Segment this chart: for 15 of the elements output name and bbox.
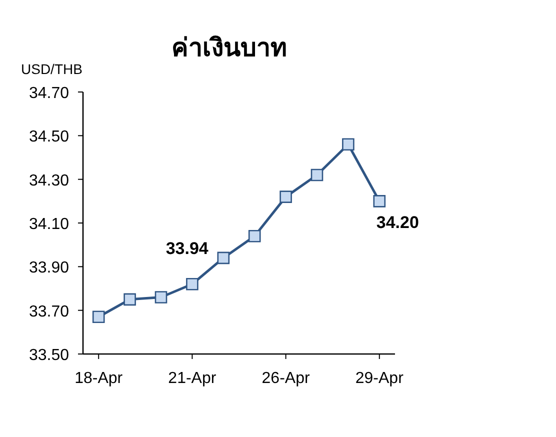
data-label: 34.20 xyxy=(376,213,419,232)
y-tick-label: 33.70 xyxy=(28,303,70,320)
y-tick-label: 34.70 xyxy=(28,85,70,102)
y-tick-label: 34.30 xyxy=(28,172,70,190)
x-tick-label: 29-Apr xyxy=(355,370,404,387)
chart-title: ค่าเงินบาท xyxy=(172,34,286,62)
y-tick-label: 34.50 xyxy=(28,128,70,146)
y-tick-label: 33.50 xyxy=(28,347,70,364)
y-tick-label: 34.10 xyxy=(28,216,70,233)
y-tick-label: 33.90 xyxy=(28,260,70,277)
data-label: 33.94 xyxy=(166,238,209,258)
x-tick-label: 21-Apr xyxy=(168,370,217,387)
y-axis-title: USD/THB xyxy=(21,61,82,77)
x-tick-label: 26-Apr xyxy=(262,370,310,387)
x-tick-label: 18-Apr xyxy=(74,370,124,387)
